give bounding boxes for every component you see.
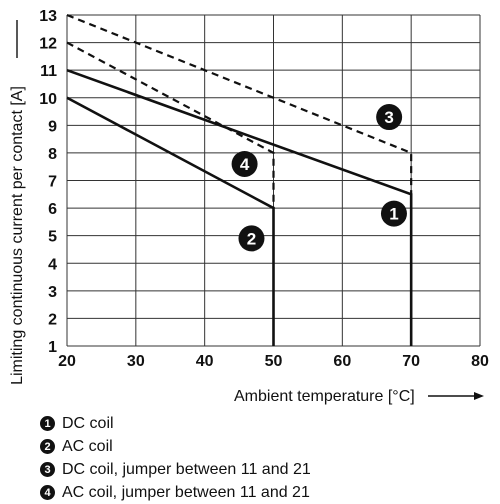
x-axis-label-group: Ambient temperature [°C] — [234, 388, 484, 405]
x-tick-label: 70 — [402, 353, 420, 370]
y-tick-label: 8 — [48, 146, 57, 163]
series-line-2 — [66, 96, 275, 346]
legend-item: 2 AC coil — [40, 435, 311, 458]
marker-number: 3 — [384, 108, 393, 127]
marker-1: 1 — [380, 200, 407, 227]
marker-number: 1 — [389, 205, 398, 224]
y-tick-label: 9 — [48, 118, 57, 135]
legend-label: DC coil, jumper between 11 and 21 — [62, 460, 311, 478]
series-markers: 1 2 3 4 — [231, 104, 407, 252]
x-axis-arrow-head — [474, 392, 484, 400]
x-tick-label: 50 — [265, 353, 283, 370]
x-tick-label: 40 — [196, 353, 214, 370]
x-tick-label: 60 — [333, 353, 351, 370]
x-tick-label: 80 — [471, 353, 489, 370]
y-tick-label: 6 — [48, 201, 57, 218]
legend: 1 DC coil 2 AC coil 3 DC coil, jumper between… — [40, 412, 311, 504]
marker-circle — [380, 200, 407, 227]
legend-label: AC coil, jumper between 11 and 21 — [62, 483, 310, 501]
legend-item: 3 DC coil, jumper between 11 and 21 — [40, 458, 311, 481]
y-tick-label: 7 — [48, 174, 57, 191]
legend-marker: 4 — [40, 485, 55, 500]
y-tick-label: 11 — [40, 63, 57, 80]
legend-marker: 2 — [40, 439, 55, 454]
y-tick-label: 1 — [48, 339, 57, 356]
y-tick-label: 3 — [48, 284, 57, 301]
y-tick-label: 2 — [48, 311, 57, 328]
marker-circle — [231, 150, 258, 177]
y-tick-label: 13 — [39, 8, 57, 25]
x-axis-label: Ambient temperature [°C] — [234, 388, 415, 405]
series-line-4 — [66, 41, 275, 209]
legend-item: 4 AC coil, jumper between 11 and 21 — [40, 481, 311, 504]
marker-circle — [376, 104, 403, 131]
legend-label: DC coil — [62, 414, 114, 432]
marker-2: 2 — [238, 225, 265, 252]
y-tick-label: 4 — [48, 256, 57, 273]
x-tick-label: 30 — [127, 353, 145, 370]
legend-item: 1 DC coil — [40, 412, 311, 435]
y-tick-label: 5 — [48, 229, 57, 246]
marker-circle — [238, 225, 265, 252]
legend-label: AC coil — [62, 437, 113, 455]
marker-4: 4 — [231, 150, 258, 177]
y-tick-label: 10 — [39, 91, 57, 108]
x-tick-label: 20 — [58, 353, 76, 370]
series-line-3 — [66, 13, 413, 195]
y-axis-label: Limiting continuous current per contact … — [9, 86, 26, 385]
marker-3: 3 — [376, 104, 403, 131]
series-lines — [66, 13, 413, 346]
y-tick-label: 12 — [39, 36, 57, 53]
legend-marker: 1 — [40, 416, 55, 431]
legend-marker: 3 — [40, 462, 55, 477]
marker-number: 4 — [240, 155, 250, 174]
marker-number: 2 — [247, 229, 256, 248]
